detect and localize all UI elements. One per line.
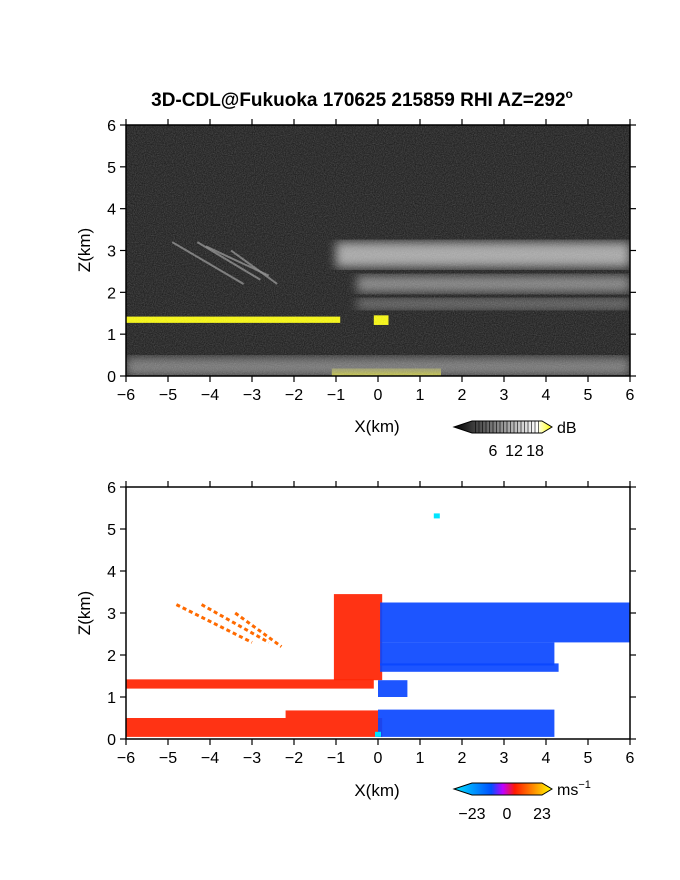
colorbar-velocity-unit-base: ms: [557, 782, 578, 799]
y-tick-label: 6: [107, 480, 116, 497]
x-tick-label: 4: [542, 387, 551, 404]
y-tick-label: 0: [107, 369, 116, 386]
colorbar-db-tick-marks: [475, 421, 539, 433]
velocity-image: [126, 513, 630, 737]
reflectivity-y-ticks: 0 1 2 3 4 5 6: [107, 118, 636, 386]
x-tick-label: −6: [117, 750, 135, 767]
colorbar-velocity-unit: ms−1: [557, 779, 591, 799]
y-tick-label: 3: [107, 606, 116, 623]
x-tick-label: −3: [243, 750, 261, 767]
reflectivity-y-label: Z(km): [75, 228, 94, 272]
x-tick-label: 2: [458, 387, 467, 404]
svg-text:3D-CDL@Fukuoka 170625 215859 R: 3D-CDL@Fukuoka 170625 215859 RHI AZ=292o: [151, 87, 573, 111]
colorbar-velocity-tick-labels: −23 0 23: [458, 806, 551, 823]
x-tick-label: 1: [416, 750, 425, 767]
x-tick-label: −1: [327, 387, 345, 404]
colorbar-velocity-tick-label: 0: [503, 806, 512, 823]
velocity-region: [378, 680, 408, 697]
x-tick-label: 3: [500, 750, 509, 767]
x-tick-label: −1: [327, 750, 345, 767]
y-tick-label: 4: [107, 202, 116, 219]
velocity-x-label: X(km): [354, 781, 399, 800]
velocity-streak: [234, 611, 283, 648]
y-tick-label: 2: [107, 648, 116, 665]
x-tick-label: 0: [374, 387, 383, 404]
y-tick-label: 5: [107, 522, 116, 539]
colorbar-db-unit: dB: [557, 420, 577, 437]
colorbar-velocity: ms−1 −23 0 23: [452, 779, 591, 823]
velocity-region: [380, 602, 630, 643]
y-tick-label: 2: [107, 285, 116, 302]
velocity-y-ticks: 0 1 2 3 4 5 6: [107, 480, 636, 749]
reflectivity-x-ticks: −6 −5 −4 −3 −2 −1 0 1 2 3 4 5 6: [117, 119, 635, 404]
velocity-point: [375, 731, 381, 737]
y-tick-label: 5: [107, 160, 116, 177]
colorbar-db-tick-label: 6: [489, 443, 498, 460]
velocity-streak: [175, 603, 253, 644]
x-tick-label: −6: [117, 387, 135, 404]
x-tick-label: 1: [416, 387, 425, 404]
colorbar-velocity-tick-label: 23: [533, 806, 551, 823]
velocity-region: [333, 594, 383, 681]
colorbar-velocity-tick-label: −23: [458, 806, 485, 823]
x-tick-label: 5: [584, 750, 593, 767]
x-tick-label: 5: [584, 387, 593, 404]
y-tick-label: 1: [107, 690, 116, 707]
title-main: 3D-CDL@Fukuoka 170625 215859 RHI AZ=292: [151, 90, 565, 111]
colorbar-db-tick-labels: 6 12 18: [489, 443, 544, 460]
reflectivity-noise: [126, 125, 630, 376]
x-tick-label: 0: [374, 750, 383, 767]
x-tick-label: −2: [285, 750, 303, 767]
x-tick-label: −3: [243, 387, 261, 404]
y-tick-label: 4: [107, 564, 116, 581]
x-tick-label: 3: [500, 387, 509, 404]
x-tick-label: −5: [159, 387, 177, 404]
velocity-region: [126, 718, 383, 737]
velocity-region: [380, 642, 555, 666]
reflectivity-image: [126, 125, 630, 376]
y-tick-label: 3: [107, 244, 116, 261]
colorbar-db-bar: [452, 420, 553, 434]
chart-title: 3D-CDL@Fukuoka 170625 215859 RHI AZ=292o: [151, 87, 573, 111]
velocity-region: [126, 679, 374, 689]
colorbar-velocity-unit-sup: −1: [578, 779, 591, 791]
velocity-region: [378, 709, 555, 737]
x-tick-label: 6: [626, 387, 635, 404]
x-tick-label: −5: [159, 750, 177, 767]
velocity-point: [433, 513, 440, 519]
velocity-streak: [200, 603, 270, 644]
x-tick-label: −4: [201, 387, 219, 404]
velocity-region: [380, 663, 559, 672]
colorbar-db: dB 6 12 18: [452, 420, 577, 460]
velocity-x-ticks: −6 −5 −4 −3 −2 −1 0 1 2 3 4 5 6: [117, 481, 635, 767]
velocity-y-label: Z(km): [75, 591, 94, 635]
y-tick-label: 0: [107, 732, 116, 749]
title-degree-sup: o: [566, 87, 573, 101]
x-tick-label: 4: [542, 750, 551, 767]
y-tick-label: 1: [107, 327, 116, 344]
reflectivity-x-label: X(km): [354, 417, 399, 436]
x-tick-label: −4: [201, 750, 219, 767]
x-tick-label: 6: [626, 750, 635, 767]
x-tick-label: 2: [458, 750, 467, 767]
colorbar-db-tick-label: 12: [505, 443, 523, 460]
velocity-region: [285, 710, 378, 718]
colorbar-db-tick-label: 18: [526, 443, 544, 460]
colorbar-velocity-bar: [452, 782, 553, 796]
y-tick-label: 6: [107, 118, 116, 135]
x-tick-label: −2: [285, 387, 303, 404]
